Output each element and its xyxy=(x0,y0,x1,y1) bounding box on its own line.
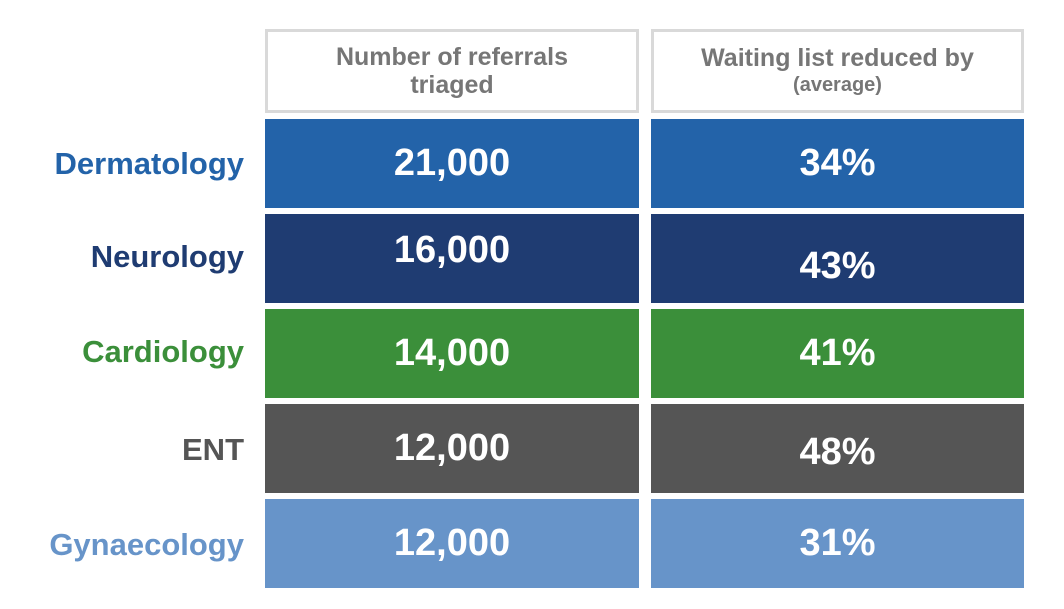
referrals-value: 21,000 xyxy=(393,142,511,184)
reduction-value: 31% xyxy=(799,522,876,564)
column-header-waiting-list-label: Waiting list reduced by xyxy=(701,44,974,72)
reduction-value: 34% xyxy=(799,142,876,184)
referrals-cell: 14,000 xyxy=(265,309,639,398)
row-label: Dermatology xyxy=(54,146,244,181)
reduction-cell: 48% xyxy=(651,404,1024,493)
reduction-cell: 31% xyxy=(651,499,1024,588)
reduction-value: 41% xyxy=(799,332,876,374)
referrals-value: 12,000 xyxy=(393,522,511,564)
referrals-cell: 21,000 xyxy=(265,119,639,208)
referrals-cell: 12,000 xyxy=(265,404,639,493)
referrals-cell: 16,000 xyxy=(265,214,639,303)
reduction-cell: 41% xyxy=(651,309,1024,398)
row-label: Neurology xyxy=(90,239,244,274)
reduction-cell: 43% xyxy=(651,214,1024,303)
row-label: Cardiology xyxy=(82,334,244,369)
reduction-value: 48% xyxy=(799,431,876,473)
column-header-referrals: Number of referrals triaged xyxy=(265,29,639,113)
referrals-cell: 12,000 xyxy=(265,499,639,588)
column-header-waiting-list-sublabel: (average) xyxy=(793,74,882,96)
row-label: Gynaecology xyxy=(49,527,244,562)
referrals-value: 16,000 xyxy=(393,229,511,271)
referrals-value: 14,000 xyxy=(393,332,511,374)
row-label: ENT xyxy=(182,432,244,467)
column-header-waiting-list: Waiting list reduced by (average) xyxy=(651,29,1024,113)
referrals-value: 12,000 xyxy=(393,427,511,469)
reduction-cell: 34% xyxy=(651,119,1024,208)
reduction-value: 43% xyxy=(799,245,876,287)
column-header-referrals-label: Number of referrals triaged xyxy=(335,43,569,99)
